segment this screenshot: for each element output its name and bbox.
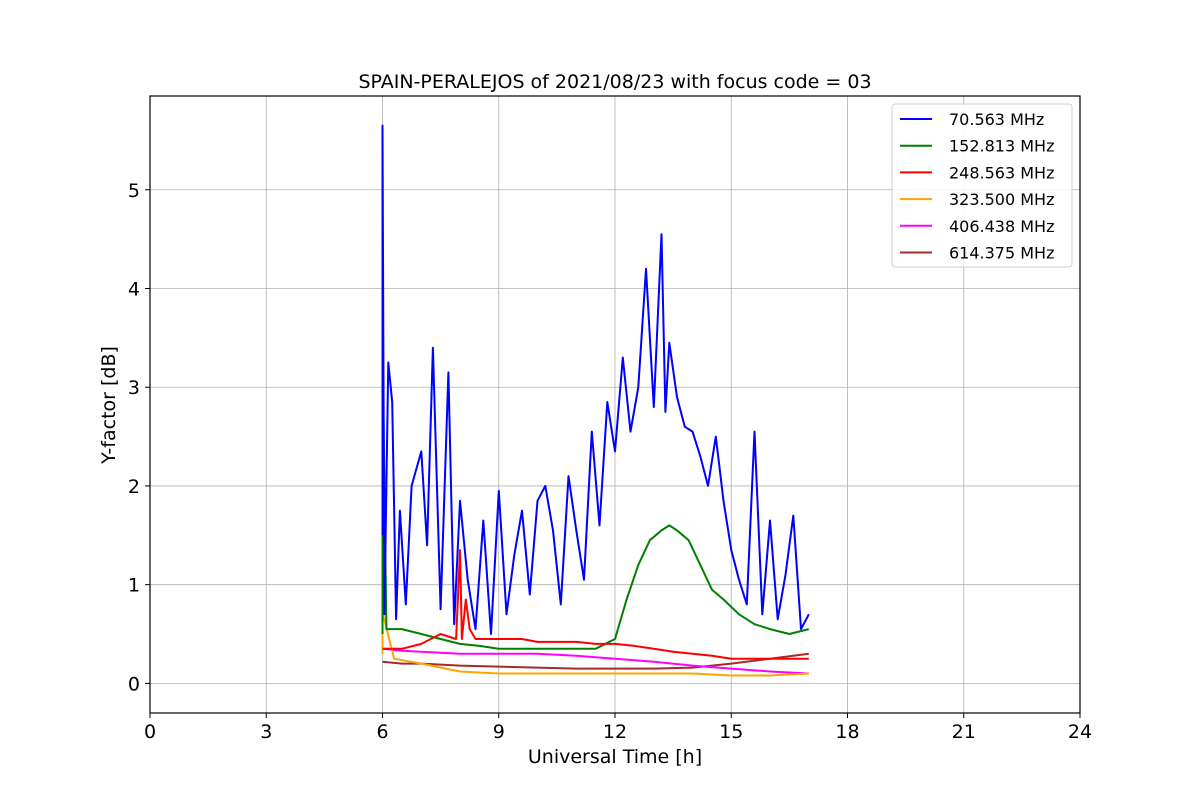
x-tick-label: 15: [719, 721, 743, 743]
x-tick-label: 6: [376, 721, 388, 743]
y-tick-label: 0: [128, 673, 140, 695]
series-layer: [381, 124, 810, 677]
x-tick-label: 12: [603, 721, 627, 743]
legend-label: 406.438 MHz: [949, 217, 1054, 236]
series-line-4: [382, 647, 809, 675]
x-axis-label: Universal Time [h]: [528, 746, 702, 768]
legend: 70.563 MHz 152.813 MHz 248.563 MHz 323.500 …: [891, 103, 1073, 268]
x-tick-label: 0: [144, 721, 156, 743]
series-line-2: [382, 549, 809, 660]
y-tick-label: 5: [128, 180, 140, 202]
series-line-3: [381, 611, 809, 677]
legend-label: 614.375 MHz: [949, 244, 1054, 263]
y-tick-label: 3: [128, 377, 140, 399]
x-tick-label: 18: [835, 721, 859, 743]
y-tick-label: 4: [128, 279, 140, 301]
series-line-0: [381, 124, 810, 635]
legend-label: 323.500 MHz: [949, 190, 1054, 209]
y-tick-label: 1: [128, 575, 140, 597]
series-line-1: [381, 341, 810, 650]
x-tick-label: 21: [952, 721, 976, 743]
x-tick-label: 3: [260, 721, 272, 743]
x-axis-ticks: 0 3 6 9 12 15 18 21 24: [144, 713, 1092, 743]
y-axis-ticks: 0 1 2 3 4 5: [128, 180, 150, 695]
legend-label: 248.563 MHz: [949, 163, 1054, 182]
y-tick-label: 2: [128, 476, 140, 498]
legend-label: 70.563 MHz: [949, 110, 1044, 129]
legend-box: [891, 103, 1073, 268]
legend-label: 152.813 MHz: [949, 137, 1054, 156]
x-tick-label: 24: [1068, 721, 1092, 743]
chart-title: SPAIN-PERALEJOS of 2021/08/23 with focus…: [358, 71, 871, 93]
x-tick-label: 9: [493, 721, 505, 743]
y-axis-label: Y-factor [dB]: [98, 346, 120, 465]
